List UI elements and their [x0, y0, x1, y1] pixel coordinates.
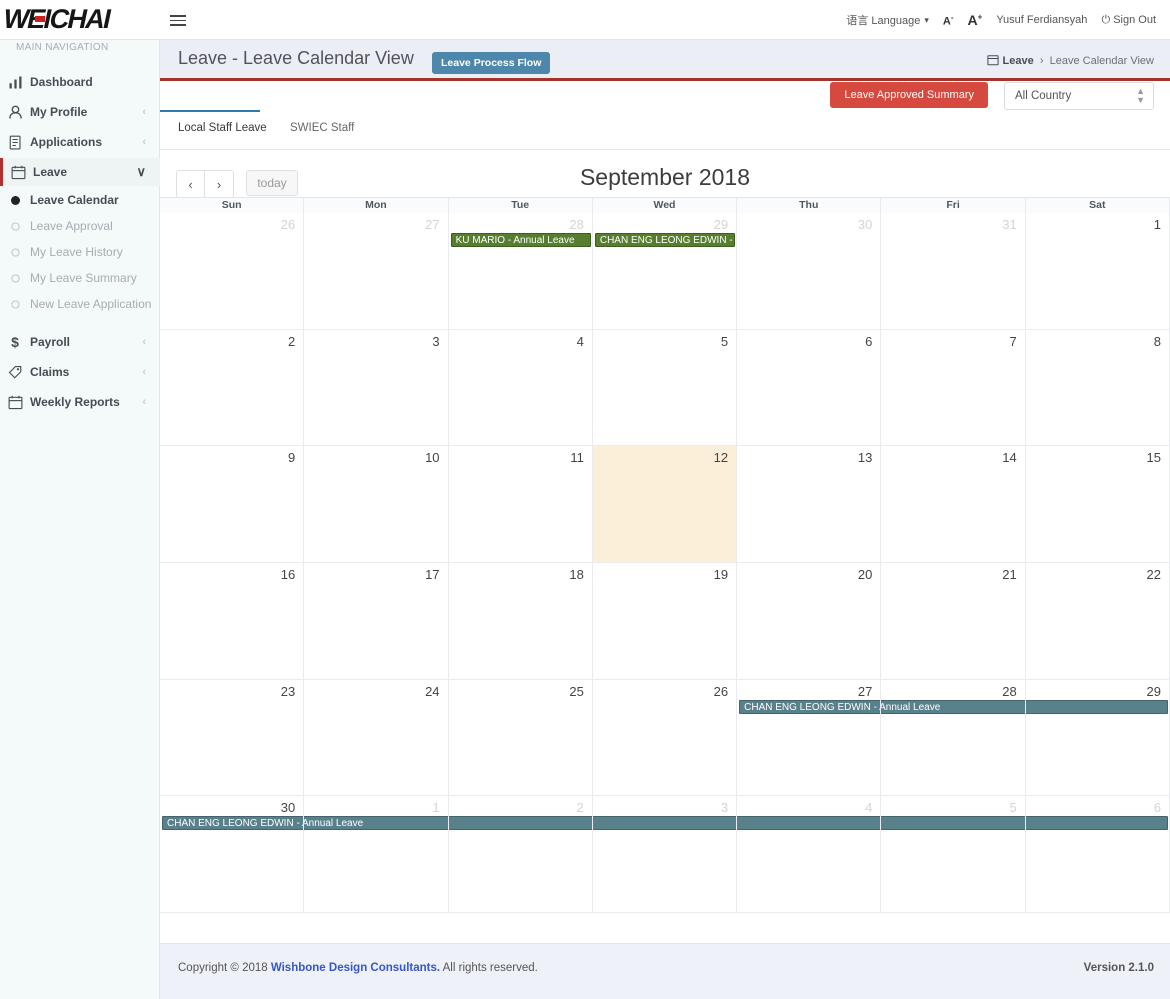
svg-text:WEICHAI: WEICHAI — [5, 4, 113, 34]
